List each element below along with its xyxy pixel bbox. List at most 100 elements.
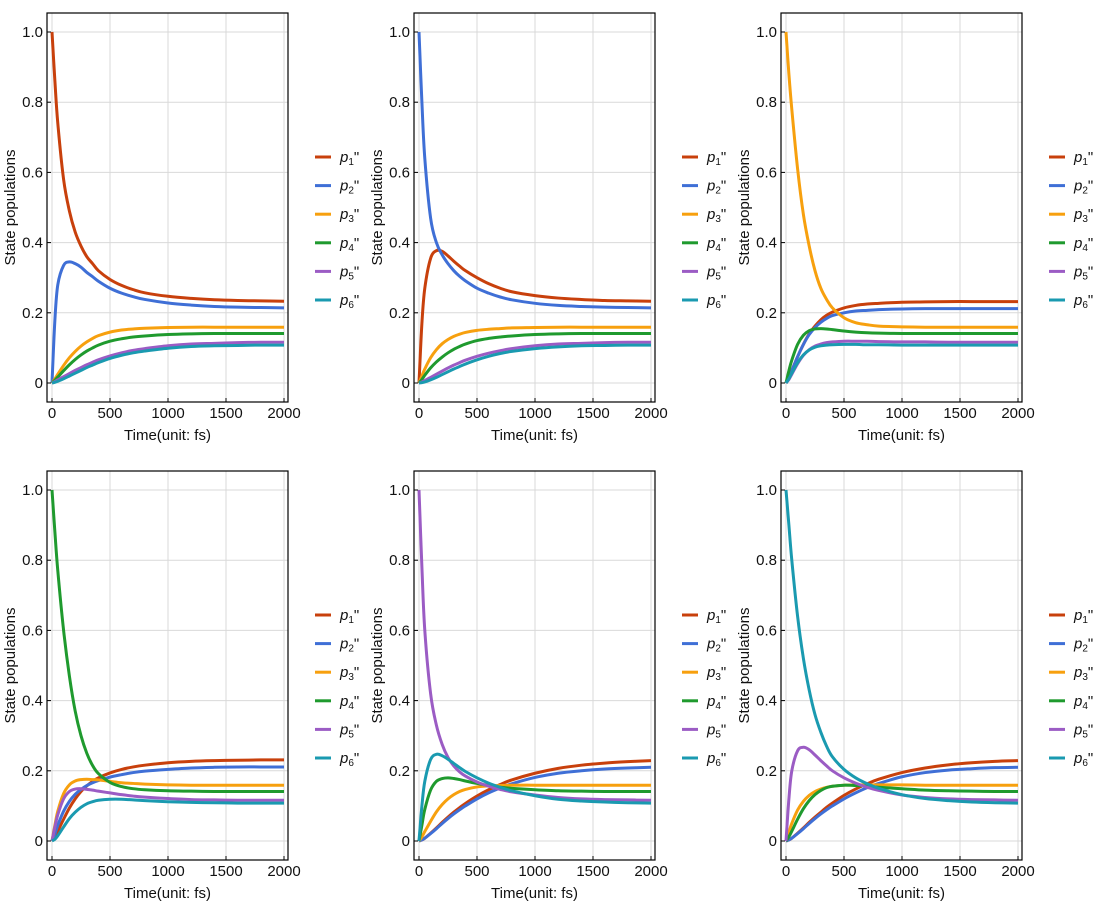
legend-label: p6"	[706, 750, 726, 769]
y-tick-label: 0.6	[22, 164, 43, 181]
series-line-p6	[784, 489, 1019, 805]
legend-item-p5: p5"	[1049, 263, 1093, 282]
legend: p1" p2" p3" p4" p5" p6"	[315, 149, 359, 311]
legend-item-p2: p2"	[682, 636, 726, 655]
legend-item-p1: p1"	[682, 607, 726, 626]
legend-label: p4"	[1073, 235, 1093, 254]
legend-label: p6"	[339, 750, 359, 769]
chart-panel-2: 0 0.2 0.4 0.6 0.8 1.0 0 500 1000 1500 2000 Time(uni…	[369, 12, 726, 444]
y-tick-label: 0.2	[389, 305, 410, 322]
legend-item-p6: p6"	[315, 750, 359, 769]
legend-item-p3: p3"	[1049, 664, 1093, 683]
x-tick-label: 500	[464, 405, 489, 422]
y-tick-label: 1.0	[389, 482, 410, 499]
legend-item-p6: p6"	[682, 292, 726, 311]
x-tick-label: 500	[831, 405, 856, 422]
chart-panel-5: 0 0.2 0.4 0.6 0.8 1.0 0 500 1000 1500 2000 Time(uni…	[369, 470, 726, 902]
series-line-p1	[50, 758, 285, 842]
x-tick-label: 2000	[267, 863, 300, 880]
legend-label: p2"	[339, 178, 359, 197]
x-tick-label: 500	[97, 863, 122, 880]
series-line-p2	[417, 31, 652, 310]
x-tick-label: 1000	[151, 405, 184, 422]
y-tick-label: 1.0	[756, 482, 777, 499]
legend-item-p2: p2"	[315, 636, 359, 655]
y-tick-label: 0	[402, 375, 410, 392]
legend-item-p2: p2"	[682, 178, 726, 197]
series-line-p4	[50, 489, 284, 794]
legend-label: p5"	[1073, 721, 1093, 740]
legend-item-p5: p5"	[682, 263, 726, 282]
legend-label: p3"	[706, 664, 726, 683]
y-axis-label: State populations	[369, 608, 386, 724]
x-tick-label: 1500	[576, 405, 609, 422]
legend: p1" p2" p3" p4" p5" p6"	[1049, 607, 1093, 769]
chart-panel-4: 0 0.2 0.4 0.6 0.8 1.0 0 500 1000 1500 2000 Time(uni…	[2, 470, 359, 902]
legend-label: p1"	[1073, 607, 1093, 626]
series-line-p5	[50, 787, 284, 842]
legend-label: p2"	[706, 636, 726, 655]
series-line-p4	[784, 783, 1019, 842]
legend-item-p1: p1"	[1049, 607, 1093, 626]
legend-label: p2"	[1073, 178, 1093, 197]
y-tick-label: 1.0	[756, 24, 777, 41]
legend-item-p5: p5"	[315, 263, 359, 282]
legend-item-p4: p4"	[1049, 235, 1093, 254]
x-tick-label: 0	[48, 863, 56, 880]
x-tick-label: 0	[415, 863, 423, 880]
legend-label: p6"	[1073, 292, 1093, 311]
x-tick-label: 0	[415, 405, 423, 422]
legend-item-p1: p1"	[682, 149, 726, 168]
legend-label: p6"	[339, 292, 359, 311]
x-tick-label: 500	[831, 863, 856, 880]
series-line-p4	[417, 331, 652, 384]
x-tick-label: 2000	[634, 863, 667, 880]
y-axis-label: State populations	[2, 608, 19, 724]
x-tick-label: 1500	[209, 863, 242, 880]
legend-label: p2"	[339, 636, 359, 655]
legend-label: p3"	[339, 664, 359, 683]
legend-label: p1"	[339, 607, 359, 626]
x-axis-label: Time(unit: fs)	[858, 427, 945, 444]
y-tick-label: 0.2	[22, 305, 43, 322]
y-tick-label: 0.4	[756, 235, 777, 252]
legend-item-p3: p3"	[315, 206, 359, 225]
y-tick-label: 0	[769, 833, 777, 850]
x-axis-label: Time(unit: fs)	[124, 885, 211, 902]
series-line-p4	[784, 327, 1019, 384]
series-line-p5	[417, 489, 652, 802]
legend-label: p3"	[706, 206, 726, 225]
chart-panel-3: 0 0.2 0.4 0.6 0.8 1.0 0 500 1000 1500 2000 Time(uni…	[736, 12, 1093, 444]
y-axis-label: State populations	[2, 150, 19, 266]
series-line-p3	[50, 325, 284, 384]
y-tick-label: 0.4	[22, 693, 43, 710]
y-tick-label: 0.6	[756, 622, 777, 639]
legend-label: p6"	[706, 292, 726, 311]
y-tick-label: 1.0	[22, 482, 43, 499]
legend-label: p5"	[339, 721, 359, 740]
y-tick-label: 0.6	[756, 164, 777, 181]
y-tick-label: 0.8	[389, 94, 410, 111]
series-line-p4	[417, 776, 651, 842]
series-line-p3	[784, 31, 1018, 329]
x-tick-label: 0	[48, 405, 56, 422]
legend-item-p1: p1"	[315, 607, 359, 626]
y-tick-label: 0	[769, 375, 777, 392]
legend-item-p4: p4"	[315, 235, 359, 254]
legend-label: p5"	[1073, 263, 1093, 282]
series-line-p2	[50, 260, 285, 384]
x-tick-label: 1000	[518, 863, 551, 880]
legend-item-p3: p3"	[682, 206, 726, 225]
legend-label: p2"	[706, 178, 726, 197]
legend-label: p5"	[339, 263, 359, 282]
chart-panel-1: 0 0.2 0.4 0.6 0.8 1.0 0 500 1000 1500 2000 Time(uni…	[2, 12, 359, 444]
series-line-p6	[418, 343, 652, 385]
series-line-p6	[51, 343, 285, 385]
series-line-p2	[785, 765, 1019, 843]
series-line-p5	[784, 745, 1019, 842]
legend-label: p1"	[339, 149, 359, 168]
y-tick-label: 0.8	[756, 552, 777, 569]
legend-label: p4"	[339, 693, 359, 712]
legend-label: p2"	[1073, 636, 1093, 655]
x-axis-label: Time(unit: fs)	[491, 885, 578, 902]
